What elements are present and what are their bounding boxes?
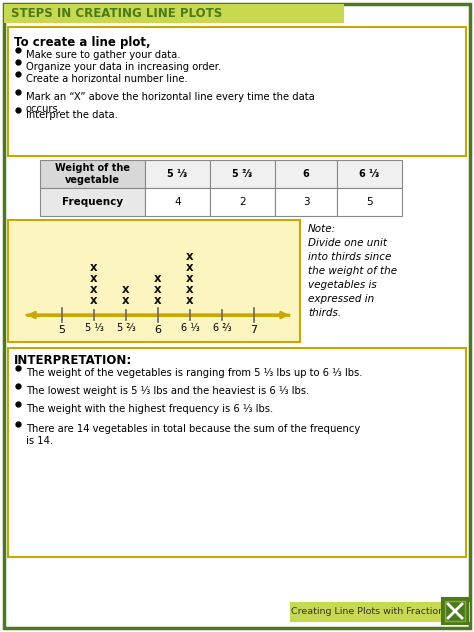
Text: x: x bbox=[90, 294, 98, 307]
FancyBboxPatch shape bbox=[40, 160, 145, 188]
Text: 5: 5 bbox=[366, 197, 373, 207]
FancyBboxPatch shape bbox=[8, 27, 466, 156]
Text: 7: 7 bbox=[250, 325, 257, 335]
FancyBboxPatch shape bbox=[275, 188, 337, 216]
Text: Frequency: Frequency bbox=[62, 197, 123, 207]
Text: 6: 6 bbox=[302, 169, 310, 179]
FancyBboxPatch shape bbox=[210, 160, 275, 188]
Text: The weight of the vegetables is ranging from 5 ⅓ lbs up to 6 ⅓ lbs.: The weight of the vegetables is ranging … bbox=[26, 368, 363, 378]
Text: STEPS IN CREATING LINE PLOTS: STEPS IN CREATING LINE PLOTS bbox=[11, 7, 222, 20]
FancyBboxPatch shape bbox=[8, 348, 466, 557]
FancyBboxPatch shape bbox=[275, 160, 337, 188]
Text: x: x bbox=[122, 294, 130, 307]
Text: 6 ⅔: 6 ⅔ bbox=[213, 323, 231, 333]
FancyBboxPatch shape bbox=[210, 188, 275, 216]
Text: x: x bbox=[186, 283, 194, 296]
Text: x: x bbox=[90, 272, 98, 285]
Text: 5 ⅓: 5 ⅓ bbox=[167, 169, 188, 179]
FancyBboxPatch shape bbox=[40, 188, 145, 216]
Text: The weight with the highest frequency is 6 ⅓ lbs.: The weight with the highest frequency is… bbox=[26, 404, 273, 414]
Text: INTERPRETATION:: INTERPRETATION: bbox=[14, 354, 132, 367]
Text: x: x bbox=[154, 272, 162, 285]
Text: 5 ⅔: 5 ⅔ bbox=[232, 169, 253, 179]
Text: To create a line plot,: To create a line plot, bbox=[14, 36, 151, 49]
Text: The lowest weight is 5 ⅓ lbs and the heaviest is 6 ⅓ lbs.: The lowest weight is 5 ⅓ lbs and the hea… bbox=[26, 386, 309, 396]
Text: Interpret the data.: Interpret the data. bbox=[26, 110, 118, 120]
FancyBboxPatch shape bbox=[337, 188, 402, 216]
Text: 5 ⅓: 5 ⅓ bbox=[84, 323, 103, 333]
Text: Mark an “X” above the horizontal line every time the data
occurs.: Mark an “X” above the horizontal line ev… bbox=[26, 92, 315, 114]
Text: x: x bbox=[90, 261, 98, 274]
Text: x: x bbox=[186, 261, 194, 274]
FancyBboxPatch shape bbox=[442, 598, 468, 624]
Text: Organize your data in increasing order.: Organize your data in increasing order. bbox=[26, 62, 221, 72]
Text: 4: 4 bbox=[174, 197, 181, 207]
FancyBboxPatch shape bbox=[4, 4, 470, 628]
FancyBboxPatch shape bbox=[4, 4, 344, 23]
Text: x: x bbox=[186, 294, 194, 307]
Text: 3: 3 bbox=[303, 197, 310, 207]
Text: There are 14 vegetables in total because the sum of the frequency
is 14.: There are 14 vegetables in total because… bbox=[26, 424, 360, 446]
Text: 5: 5 bbox=[58, 325, 65, 335]
FancyBboxPatch shape bbox=[290, 602, 470, 622]
Text: Make sure to gather your data.: Make sure to gather your data. bbox=[26, 50, 181, 60]
Text: Create a horizontal number line.: Create a horizontal number line. bbox=[26, 74, 188, 84]
Text: x: x bbox=[186, 250, 194, 263]
Text: 5 ⅔: 5 ⅔ bbox=[117, 323, 136, 333]
Text: x: x bbox=[122, 283, 130, 296]
Text: Creating Line Plots with Fractions: Creating Line Plots with Fractions bbox=[291, 607, 449, 616]
Text: Note:
Divide one unit
into thirds since
the weight of the
vegetables is
expresse: Note: Divide one unit into thirds since … bbox=[308, 224, 397, 318]
Text: 6 ⅓: 6 ⅓ bbox=[181, 323, 200, 333]
Text: Weight of the
vegetable: Weight of the vegetable bbox=[55, 163, 130, 185]
Text: x: x bbox=[90, 283, 98, 296]
Text: 6: 6 bbox=[155, 325, 162, 335]
Text: x: x bbox=[186, 272, 194, 285]
FancyBboxPatch shape bbox=[145, 160, 210, 188]
Text: x: x bbox=[154, 283, 162, 296]
FancyBboxPatch shape bbox=[8, 220, 300, 342]
FancyBboxPatch shape bbox=[337, 160, 402, 188]
Text: 2: 2 bbox=[239, 197, 246, 207]
Text: x: x bbox=[154, 294, 162, 307]
Text: 6 ⅓: 6 ⅓ bbox=[359, 169, 380, 179]
FancyBboxPatch shape bbox=[145, 188, 210, 216]
